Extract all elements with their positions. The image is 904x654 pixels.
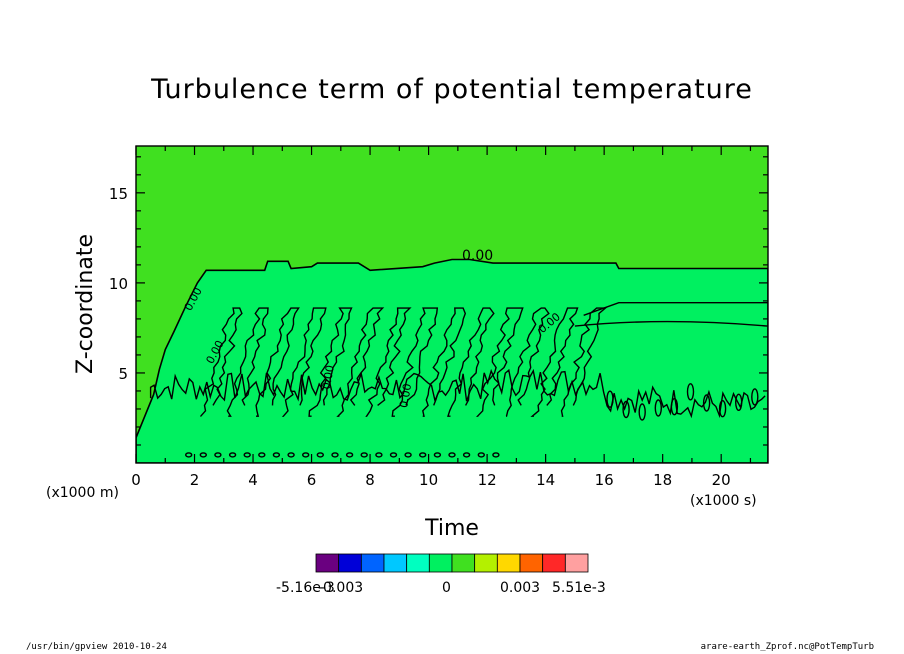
x-tick-label: 2 (190, 471, 200, 489)
x-unit-label: (x1000 s) (690, 493, 757, 509)
x-tick-label: 14 (536, 471, 555, 489)
x-tick-label: 12 (478, 471, 497, 489)
colorbar-label: 5.51e-3 (552, 580, 606, 596)
colorbar-labels: -5.16e-3-0.003 0 0.003 5.51e-3 (276, 580, 606, 596)
x-tick-label: 18 (653, 471, 672, 489)
colorbar (315, 553, 589, 573)
colorbar-swatch (406, 553, 430, 573)
colorbar-swatch (383, 553, 408, 573)
colorbar-swatch (542, 553, 566, 573)
y-tick-label: 5 (118, 365, 128, 383)
colorbar-swatch (519, 553, 544, 573)
plot-frame (135, 145, 769, 464)
x-axis-title: Time (424, 516, 479, 541)
footer-left: /usr/bin/gpview 2010-10-24 (26, 642, 167, 652)
y-tick-label: 15 (109, 185, 128, 203)
colorbar-swatch (564, 553, 589, 573)
x-tick-label: 10 (419, 471, 438, 489)
axis-ticks (135, 146, 768, 463)
colorbar-label: 0 (442, 580, 451, 596)
chart-title: Turbulence term of potential temperature (151, 74, 753, 105)
colorbar-label: -5.16e-3 (276, 580, 335, 596)
colorbar-swatch (474, 553, 498, 573)
x-tick-label: 8 (365, 471, 375, 489)
colorbar-label: -0.003 (318, 580, 363, 596)
colorbar-label: 0.003 (500, 580, 540, 596)
boundary-layer-region (136, 258, 768, 463)
contour-label-small-3: 0.00 (320, 364, 337, 390)
colorbar-swatch (428, 553, 453, 573)
x-tick-label: 4 (248, 471, 258, 489)
x-tick-label: 6 (307, 471, 317, 489)
x-tick-label: 0 (131, 471, 141, 489)
x-tick-label: 16 (595, 471, 614, 489)
axis-tick-labels: 0 2 4 6 8 10 12 14 16 18 20 5 10 15 (109, 185, 731, 489)
colorbar-swatch (451, 553, 476, 573)
colorbar-swatch (338, 553, 362, 573)
y-tick-label: 10 (109, 275, 128, 293)
footer-right: arare-earth_Zprof.nc@PotTempTurb (700, 642, 874, 652)
colorbar-swatch (315, 553, 340, 573)
colorbar-swatch (360, 553, 385, 573)
y-unit-label: (x1000 m) (46, 485, 119, 501)
colorbar-swatch (496, 553, 521, 573)
contour-label-small-4: 0.00 (397, 382, 414, 408)
contour-lines (149, 301, 768, 458)
contour-label-main: 0.00 (462, 248, 493, 264)
y-axis-title: Z-coordinate (73, 234, 98, 374)
x-tick-label: 20 (712, 471, 731, 489)
